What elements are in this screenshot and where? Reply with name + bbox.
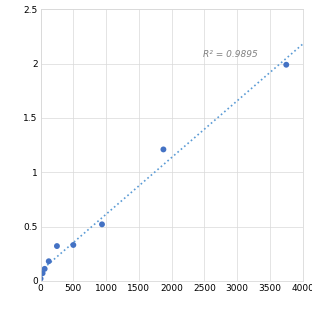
Point bbox=[40, 271, 45, 276]
Point bbox=[42, 266, 47, 271]
Point bbox=[46, 259, 51, 264]
Point bbox=[100, 222, 105, 227]
Point bbox=[161, 147, 166, 152]
Point bbox=[71, 242, 76, 247]
Point bbox=[38, 276, 43, 281]
Text: R² = 0.9895: R² = 0.9895 bbox=[203, 51, 258, 60]
Point bbox=[54, 244, 59, 249]
Point bbox=[284, 62, 289, 67]
